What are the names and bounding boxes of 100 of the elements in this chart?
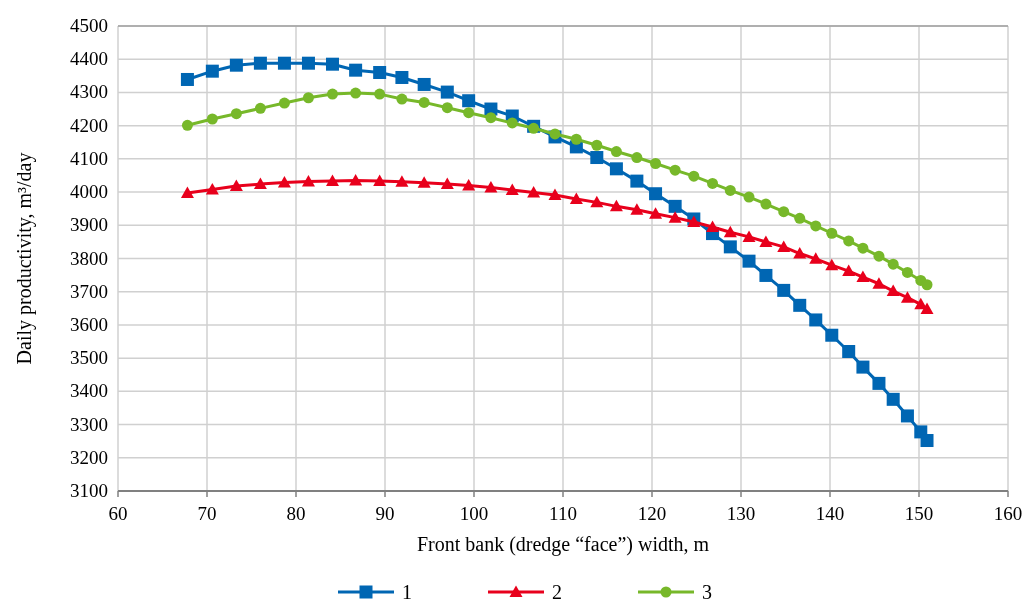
point: [809, 252, 823, 264]
point: [417, 176, 431, 188]
point: [609, 162, 623, 176]
y-tick-label: 4300: [70, 81, 108, 103]
point: [842, 345, 856, 358]
point: [301, 56, 315, 70]
point: [277, 175, 291, 188]
point: [180, 72, 194, 86]
point: [872, 277, 886, 289]
point: [649, 207, 663, 219]
point: [886, 284, 900, 297]
point: [609, 199, 623, 212]
point: [181, 119, 193, 131]
point: [887, 258, 899, 270]
point: [349, 63, 363, 77]
x-tick-label: 150: [904, 503, 934, 524]
point: [463, 107, 475, 119]
point: [777, 283, 791, 297]
point: [417, 77, 431, 91]
point: [856, 270, 870, 283]
y-tick-label: 3600: [70, 313, 108, 335]
x-tick-label: 70: [197, 503, 217, 524]
x-tick-label: 80: [286, 503, 306, 524]
point: [527, 185, 541, 198]
point: [688, 170, 700, 182]
x-tick-label: 160: [993, 503, 1023, 524]
point: [794, 212, 806, 224]
point: [793, 298, 807, 312]
point: [921, 279, 933, 291]
point: [843, 235, 855, 247]
point: [669, 164, 681, 176]
point: [707, 177, 719, 189]
point: [778, 206, 790, 218]
point: [760, 198, 772, 210]
point: [302, 92, 314, 104]
point: [825, 328, 839, 342]
point: [809, 313, 823, 327]
legend-label: 2: [552, 581, 562, 603]
x-tick-label: 130: [726, 503, 756, 524]
x-axis-title: Front bank (dredge “face”) width, m: [416, 533, 710, 556]
y-tick-label: 3500: [70, 347, 108, 369]
y-tick-label: 3700: [70, 280, 108, 302]
point: [205, 182, 219, 195]
point: [230, 108, 242, 120]
point: [631, 152, 643, 164]
point: [742, 254, 756, 268]
point: [826, 227, 838, 239]
point: [325, 174, 339, 187]
legend-label: 3: [702, 581, 712, 603]
y-tick-label: 4400: [70, 48, 108, 70]
point: [590, 195, 604, 208]
point: [630, 174, 644, 188]
point: [441, 102, 453, 114]
point: [610, 146, 622, 158]
point: [649, 187, 663, 201]
x-tick-label: 90: [375, 503, 395, 524]
point: [570, 133, 582, 145]
point: [350, 87, 362, 99]
point: [462, 178, 476, 191]
point: [418, 96, 430, 108]
point: [857, 242, 869, 254]
point: [326, 88, 338, 100]
point: [872, 376, 886, 390]
x-tick-label: 120: [637, 503, 667, 524]
point: [395, 70, 409, 84]
y-tick-label: 4100: [70, 147, 108, 169]
point: [229, 179, 243, 192]
point: [396, 93, 408, 105]
point: [206, 113, 218, 125]
point: [724, 184, 736, 196]
point: [742, 230, 756, 242]
point: [485, 112, 497, 124]
point: [901, 266, 913, 278]
point: [900, 409, 914, 423]
point: [777, 240, 791, 252]
point: [743, 191, 755, 203]
point: [549, 128, 561, 140]
point: [810, 220, 822, 232]
point: [253, 177, 267, 190]
point: [395, 175, 409, 187]
point: [373, 66, 387, 79]
y-tick-label: 4500: [70, 15, 108, 36]
point: [856, 360, 870, 374]
y-tick-label: 3300: [70, 413, 108, 435]
point: [325, 57, 339, 71]
point: [591, 139, 603, 151]
point: [723, 225, 737, 238]
x-tick-label: 140: [815, 503, 845, 524]
point: [886, 392, 900, 406]
point: [205, 64, 219, 78]
point: [484, 180, 498, 193]
y-tick-label: 3400: [70, 380, 108, 402]
point: [920, 302, 934, 314]
point: [723, 240, 737, 254]
point: [253, 56, 267, 70]
point: [873, 250, 885, 262]
point: [440, 85, 454, 99]
point: [759, 235, 773, 247]
point: [548, 188, 562, 201]
legend-label: 1: [402, 581, 412, 603]
